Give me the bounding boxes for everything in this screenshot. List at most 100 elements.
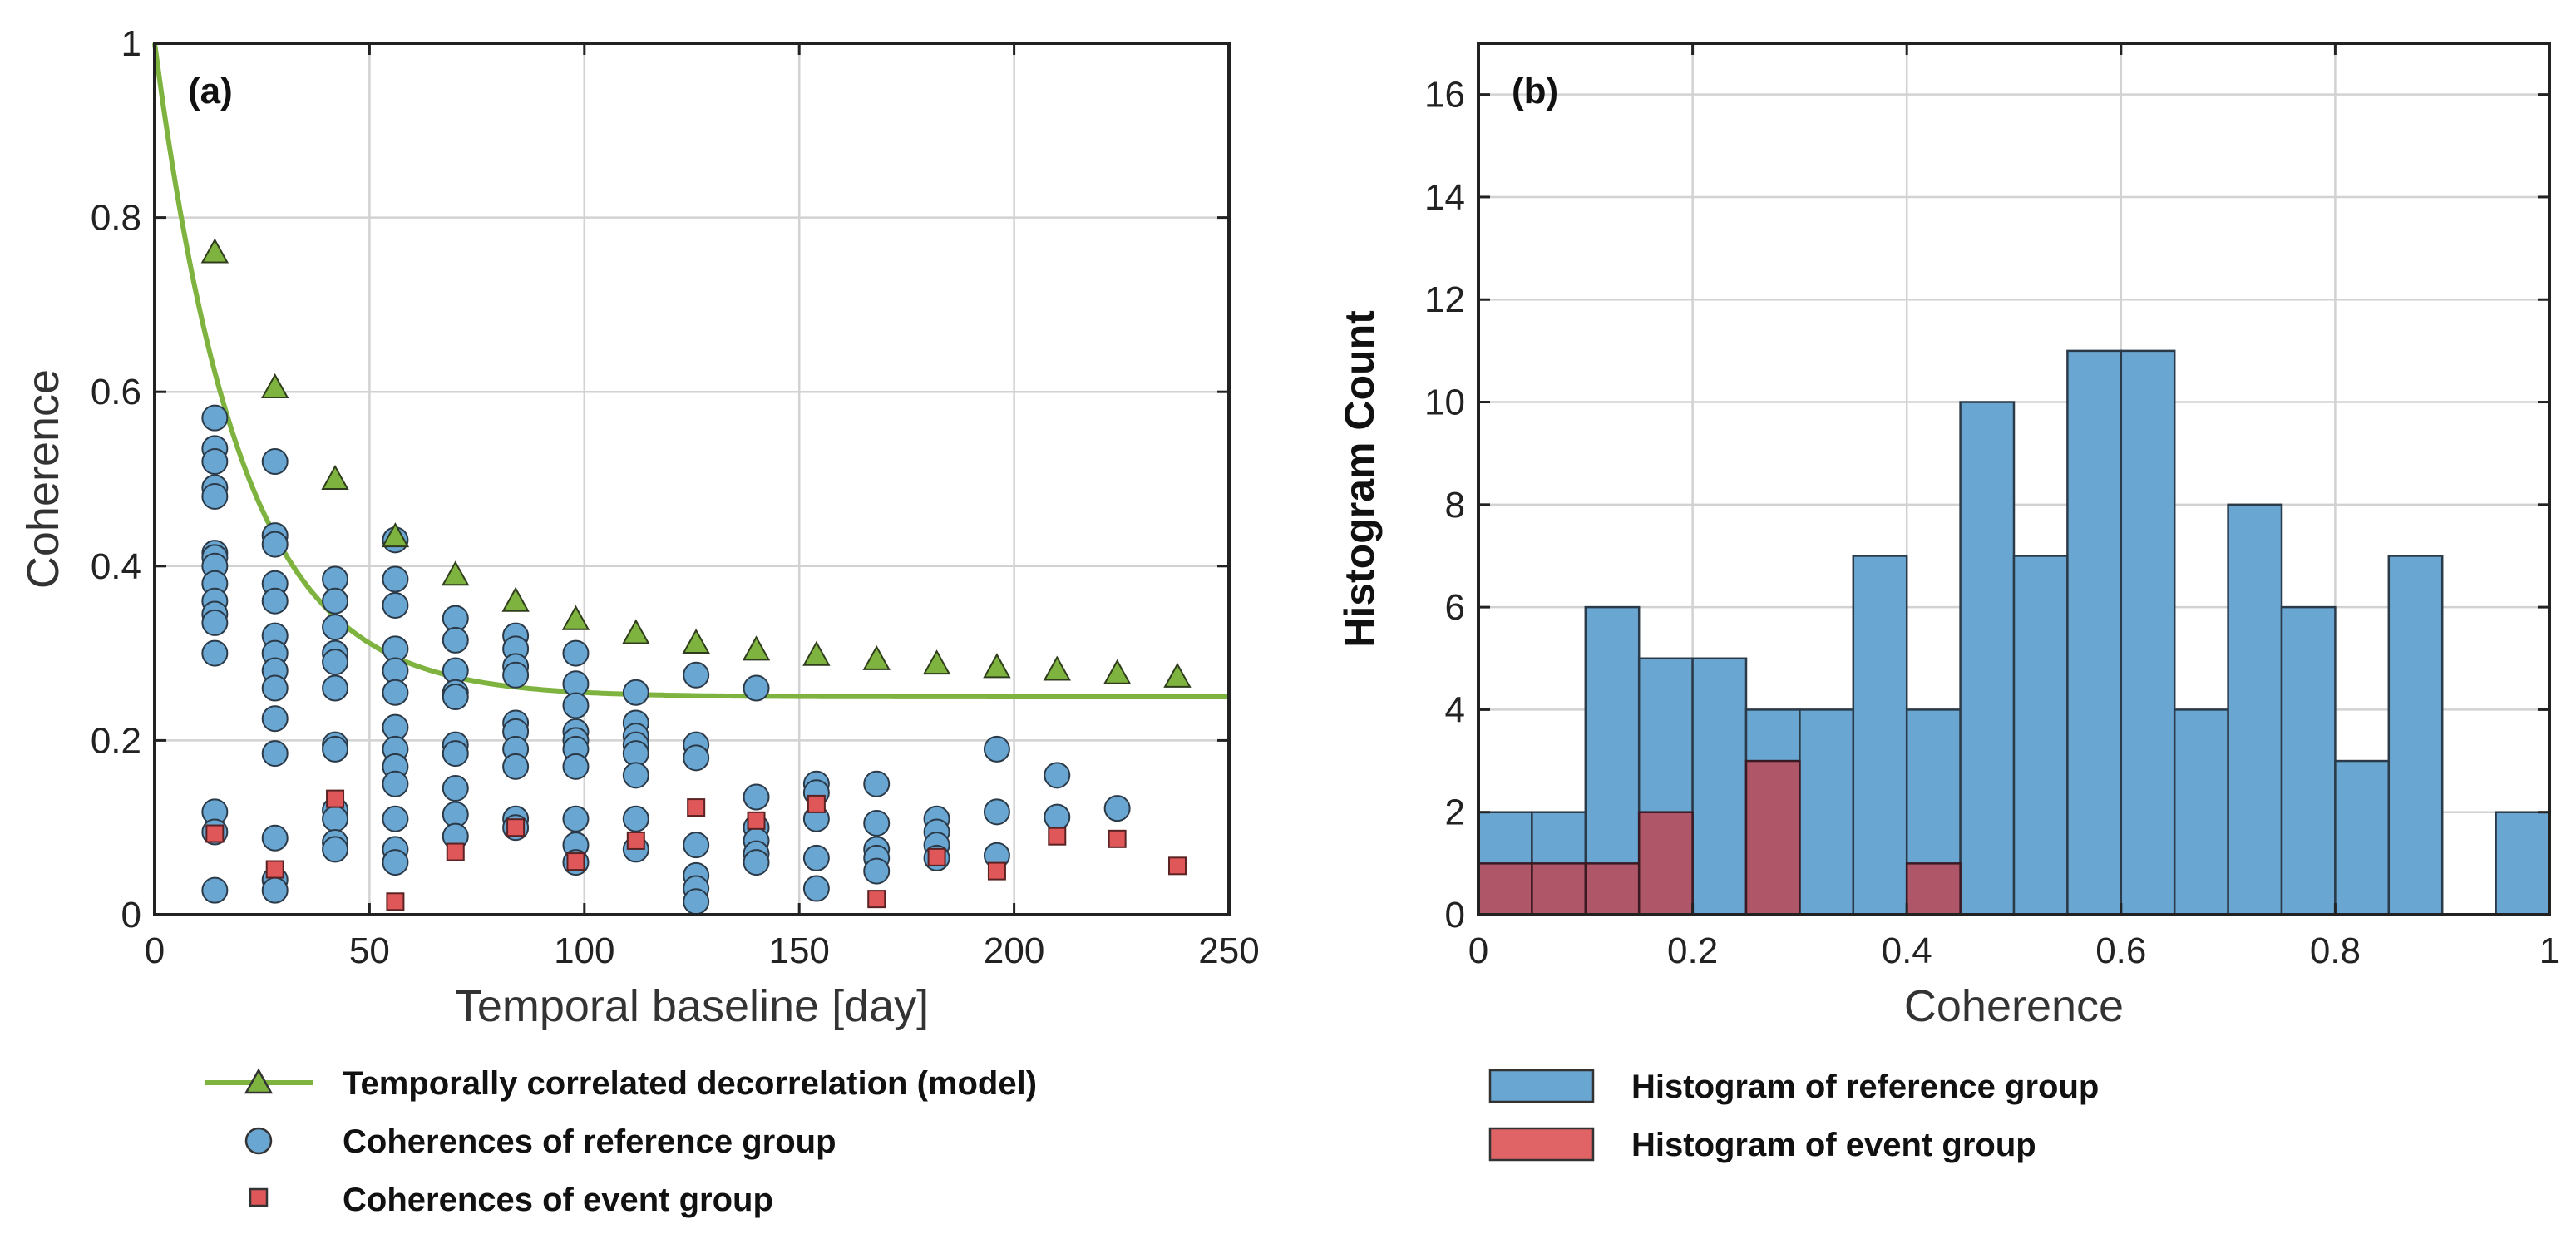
event-bar [1477,862,1533,916]
reference-point [382,805,409,832]
legend-reference-label: Coherences of reference group [343,1123,836,1160]
event-bar [1637,811,1694,916]
legend-model-triangle [244,1068,274,1094]
reference-point [201,609,229,636]
y-tick-label-b: 4 [1445,689,1465,730]
marks-b [1477,349,2551,916]
model-marker [1103,659,1132,684]
legend-event-swatch [1488,1127,1595,1162]
panel-label-a: (a) [188,71,233,111]
reference-point [802,844,830,871]
y-tick-label-b: 10 [1424,383,1465,423]
reference-point [683,832,710,859]
reference-point [622,679,649,706]
reference-bar [1959,401,2016,916]
reference-point [743,849,770,876]
event-point [1048,827,1067,846]
reference-point [261,448,289,476]
reference-point [562,692,590,719]
x-tick-label-a: 250 [1198,930,1259,971]
event-point [987,861,1006,881]
reference-point [201,639,229,667]
x-tick-label-b: 0.6 [2095,930,2146,971]
legend-event-square [249,1187,269,1207]
legend-b: Histogram of reference group Histogram o… [1488,1069,2099,1163]
y-tick-label-a: 0.2 [91,720,141,761]
y-tick-label-b: 14 [1424,177,1465,218]
reference-bar [2495,811,2551,916]
reference-point [261,674,289,702]
x-tick-label-a: 150 [768,930,829,971]
reference-bar [2280,605,2337,916]
reference-point [201,482,229,510]
event-bar [1905,862,1962,916]
panel-label-b: (b) [1512,71,1558,111]
reference-point [201,404,229,432]
reference-point [502,661,530,689]
reference-point [743,674,770,702]
event-point [867,890,886,909]
event-point [687,798,706,817]
reference-bar [2120,349,2176,916]
model-marker [622,619,650,644]
model-marker [261,373,289,398]
reference-point [983,735,1010,763]
y-tick-label-a: 1 [121,23,141,64]
model-marker [321,464,349,490]
reference-point [382,849,409,876]
event-point [506,818,526,837]
event-point [807,794,826,813]
x-tick-label-a: 100 [554,930,614,971]
reference-point [1044,803,1071,831]
reference-point [683,661,710,689]
event-point [927,847,946,866]
reference-bar [1852,555,1908,916]
y-tick-label-a: 0.8 [91,198,141,239]
y-tick-label-a: 0.4 [91,546,141,587]
event-point [265,860,284,879]
reference-point [382,679,409,706]
model-marker [742,635,771,661]
x-axis-label-a: Temporal baseline [day] [455,981,929,1031]
event-point [386,892,405,911]
reference-point [442,775,469,802]
reference-point [261,705,289,733]
event-point [747,811,766,830]
reference-point [743,783,770,811]
legend-reference-hist-label: Histogram of reference group [1631,1069,2099,1105]
event-point [1167,856,1187,876]
y-tick-label-b: 2 [1445,792,1465,833]
event-point [566,852,585,871]
x-axis-label-b: Coherence [1904,981,2124,1031]
y-axis-label-a: Coherence [18,369,68,589]
model-marker [561,605,590,630]
reference-point [502,753,530,780]
y-tick-label-a: 0.6 [91,372,141,412]
reference-point [261,824,289,852]
x-tick-label-b: 0.2 [1667,930,1718,971]
reference-point [983,798,1010,826]
x-tick-label-a: 0 [145,930,165,971]
legend-model-label: Temporally correlated decorrelation (mod… [343,1065,1037,1102]
x-tick-label-a: 200 [984,930,1044,971]
reference-bar [2387,555,2444,916]
reference-point [322,587,349,615]
legend-reference-circle [244,1127,273,1155]
x-tick-label-b: 1 [2539,930,2559,971]
y-tick-label-b: 8 [1445,485,1465,526]
reference-point [322,735,349,763]
y-tick-label-b: 12 [1424,279,1465,320]
event-bar [1531,862,1587,916]
reference-point [201,876,229,904]
scatter-panel-a: 0 50 100 150 200 250 0 0.2 0.4 0.6 0.8 1 (a) Tempor… [18,23,1260,1031]
reference-point [863,857,891,885]
model-marker [983,653,1011,679]
axes-frame-a [153,42,1231,916]
event-point [1108,829,1127,848]
model-marker [682,628,710,654]
reference-point [802,875,830,902]
y-tick-label-b: 0 [1445,895,1465,935]
event-point [446,842,465,861]
